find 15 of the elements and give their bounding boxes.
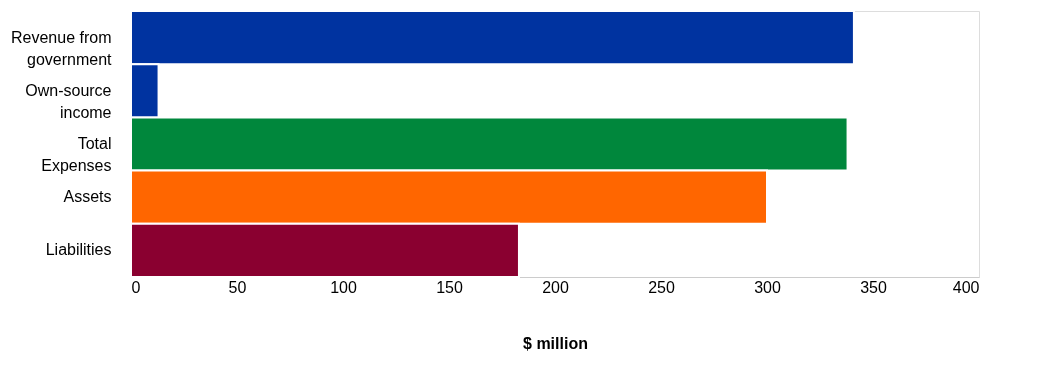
y-tick-label: Total Expenses xyxy=(41,135,112,174)
x-tick-label: 200 xyxy=(542,278,569,296)
x-tick-label: 350 xyxy=(860,278,887,296)
x-axis-title: $ million xyxy=(523,334,588,352)
x-tick-label: 50 xyxy=(228,278,247,296)
y-tick-label: Own-source income xyxy=(25,81,112,121)
y-tick-label: Assets xyxy=(63,188,112,206)
x-tick-label: 400 xyxy=(952,278,980,296)
x-tick-label: 300 xyxy=(754,278,781,296)
x-tick-label: 250 xyxy=(648,278,675,296)
x-tick-label: 0 xyxy=(131,278,141,296)
y-tick-label: Liabilities xyxy=(45,241,112,259)
x-tick-label: 100 xyxy=(330,278,357,296)
y-tick-label: Revenue from government xyxy=(11,28,113,68)
x-tick-label: 150 xyxy=(436,278,463,296)
